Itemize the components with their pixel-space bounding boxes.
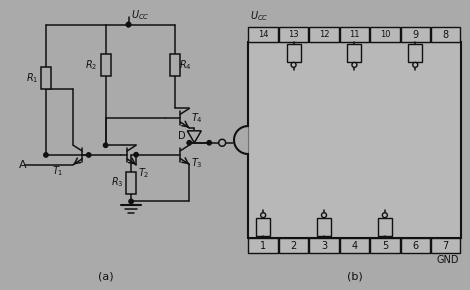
Bar — [347, 44, 361, 62]
Circle shape — [126, 22, 131, 27]
Text: 12: 12 — [319, 30, 329, 39]
Circle shape — [291, 62, 296, 67]
Bar — [340, 27, 369, 43]
Bar — [101, 55, 110, 76]
Text: 13: 13 — [288, 30, 299, 39]
Bar — [248, 43, 461, 238]
Bar — [279, 238, 308, 253]
Circle shape — [44, 153, 48, 157]
Text: $U_{CC}$: $U_{CC}$ — [131, 8, 149, 21]
Bar — [370, 27, 400, 43]
Polygon shape — [234, 126, 248, 154]
Text: 7: 7 — [443, 240, 449, 251]
Text: GND: GND — [437, 255, 459, 265]
Circle shape — [129, 199, 133, 204]
Circle shape — [207, 141, 212, 145]
Bar — [378, 218, 392, 235]
Bar — [400, 238, 430, 253]
Text: $R_1$: $R_1$ — [25, 71, 38, 85]
Circle shape — [261, 213, 266, 218]
Circle shape — [219, 139, 226, 146]
Bar — [126, 172, 136, 193]
Bar — [170, 55, 180, 76]
Circle shape — [187, 141, 191, 145]
Text: 9: 9 — [412, 30, 418, 39]
Polygon shape — [188, 131, 201, 143]
Text: 2: 2 — [290, 240, 297, 251]
Text: 3: 3 — [321, 240, 327, 251]
Circle shape — [413, 62, 418, 67]
Bar — [431, 27, 461, 43]
Text: $T_4$: $T_4$ — [191, 111, 203, 125]
Text: $R_3$: $R_3$ — [110, 176, 123, 189]
Text: (a): (a) — [98, 271, 113, 281]
Text: $R_2$: $R_2$ — [86, 59, 98, 72]
Bar — [431, 238, 461, 253]
Text: 14: 14 — [258, 30, 268, 39]
Circle shape — [126, 22, 131, 27]
Text: F: F — [235, 138, 242, 148]
Text: 1: 1 — [260, 240, 266, 251]
Bar — [279, 27, 308, 43]
Text: $U_{CC}$: $U_{CC}$ — [250, 9, 268, 23]
Bar — [249, 27, 278, 43]
Text: $T_3$: $T_3$ — [191, 156, 203, 170]
Bar — [408, 44, 422, 62]
Circle shape — [321, 213, 327, 218]
Text: 6: 6 — [412, 240, 418, 251]
Bar — [256, 218, 270, 235]
Circle shape — [352, 62, 357, 67]
Text: $R_4$: $R_4$ — [179, 59, 192, 72]
Text: $T_1$: $T_1$ — [52, 164, 63, 178]
Bar — [309, 238, 339, 253]
Circle shape — [86, 153, 91, 157]
Bar — [287, 44, 300, 62]
Text: 11: 11 — [349, 30, 360, 39]
Text: (b): (b) — [346, 271, 362, 281]
Bar — [400, 27, 430, 43]
Text: D: D — [178, 131, 185, 141]
Bar — [317, 218, 331, 235]
Bar — [309, 27, 339, 43]
Bar — [340, 238, 369, 253]
Bar — [249, 238, 278, 253]
Bar — [370, 238, 400, 253]
Circle shape — [383, 213, 387, 218]
Text: 10: 10 — [380, 30, 390, 39]
Text: 4: 4 — [352, 240, 358, 251]
Bar — [41, 67, 51, 89]
Text: A: A — [19, 160, 27, 170]
Text: 8: 8 — [443, 30, 449, 39]
Circle shape — [134, 153, 138, 157]
Text: 5: 5 — [382, 240, 388, 251]
Text: $T_2$: $T_2$ — [138, 166, 149, 180]
Circle shape — [103, 143, 108, 147]
